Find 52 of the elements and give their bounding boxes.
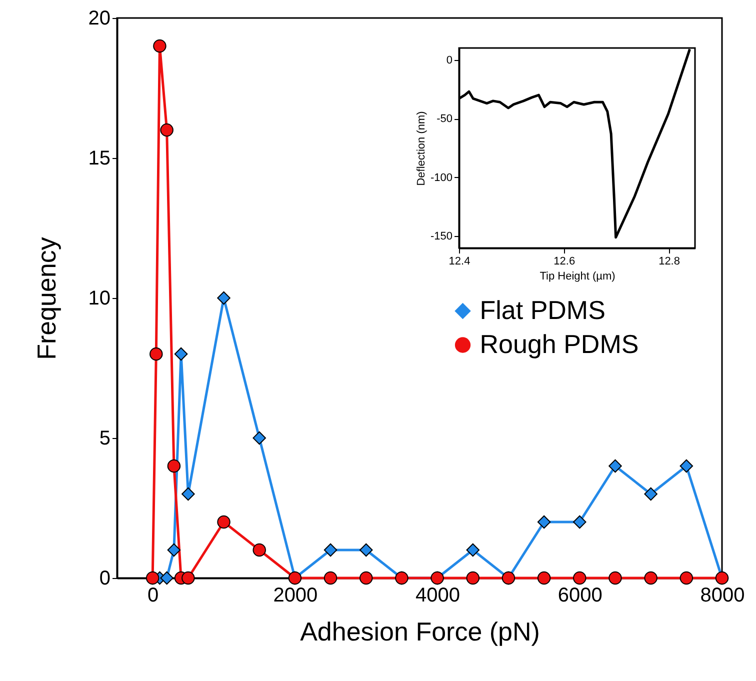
point xyxy=(160,123,174,137)
point xyxy=(252,543,266,557)
y-tick-label: 20 xyxy=(88,8,110,30)
y-tick-label: 15 xyxy=(88,148,110,170)
point xyxy=(537,571,551,585)
x-tick-label: 8000 xyxy=(700,584,745,606)
y-tick-label: -150 xyxy=(430,230,452,243)
x-tick-label: 4000 xyxy=(416,584,460,606)
y-tick-label: -100 xyxy=(430,172,452,184)
y-axis-title: Deflection (nm) xyxy=(415,111,428,186)
point xyxy=(217,291,230,305)
point xyxy=(217,515,230,529)
point xyxy=(160,571,174,585)
point xyxy=(680,459,694,473)
x-tick-label: 12.4 xyxy=(448,256,470,268)
point xyxy=(644,571,658,585)
point xyxy=(537,515,551,529)
point xyxy=(252,431,266,445)
point xyxy=(608,459,622,473)
point xyxy=(167,459,181,473)
point xyxy=(150,347,163,361)
y-tick-label: 10 xyxy=(88,288,110,310)
point xyxy=(359,543,373,557)
point xyxy=(466,543,480,557)
y-axis-title: Frequency xyxy=(31,237,62,360)
x-tick-label: 12.6 xyxy=(554,256,576,268)
point xyxy=(174,347,188,361)
legend-label: Rough PDMS xyxy=(480,329,639,359)
point xyxy=(644,487,658,501)
x-tick-label: 0 xyxy=(148,584,159,606)
y-tick-label: 0 xyxy=(446,54,452,66)
y-tick-label: -50 xyxy=(436,113,452,126)
point xyxy=(182,571,195,585)
point xyxy=(359,571,373,585)
point xyxy=(153,39,166,53)
y-tick-label: 5 xyxy=(99,428,110,450)
y-tick-label: 0 xyxy=(99,568,110,590)
x-axis-title: Tip Height (µm) xyxy=(540,270,616,282)
point xyxy=(324,543,338,557)
point xyxy=(324,571,338,585)
x-tick-label: 6000 xyxy=(558,584,602,606)
point xyxy=(573,571,586,585)
point xyxy=(680,571,694,585)
point xyxy=(182,487,195,501)
point xyxy=(608,571,622,585)
x-tick-label: 12.8 xyxy=(658,256,680,268)
point xyxy=(466,571,480,585)
legend-label: Flat PDMS xyxy=(480,295,606,325)
point xyxy=(167,543,181,557)
x-axis-title: Adhesion Force (pN) xyxy=(300,616,540,646)
x-tick-label: 2000 xyxy=(273,584,318,606)
point xyxy=(573,515,586,529)
